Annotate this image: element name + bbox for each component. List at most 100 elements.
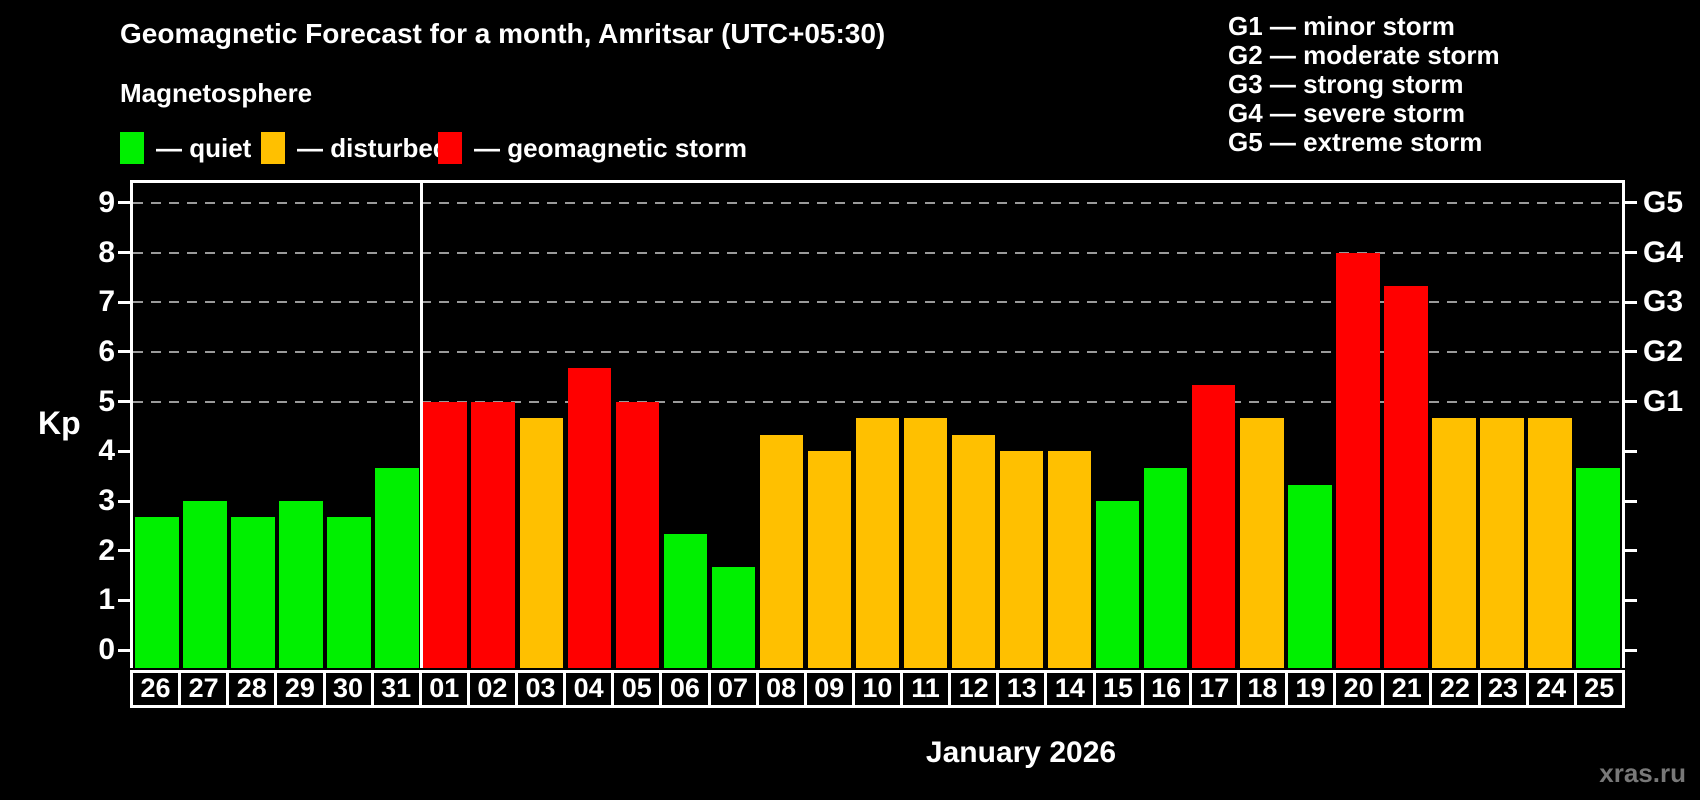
legend-label-disturbed: — disturbed <box>297 132 449 163</box>
kp-bar-day-15 <box>1095 501 1140 668</box>
y-tick-label-2: 2 <box>98 533 115 567</box>
y-tick-label-0: 0 <box>98 633 115 667</box>
kp-bar-day-04 <box>567 368 612 668</box>
kp-bar-day-26 <box>135 517 179 668</box>
storm-scale-g2: G2 — moderate storm <box>1228 40 1500 70</box>
legend-label-storm: — geomagnetic storm <box>474 132 748 163</box>
month-separator-line <box>419 183 423 668</box>
date-cell-05: 05 <box>611 673 659 705</box>
g-level-label-g3: G3 <box>1643 285 1684 319</box>
date-cell-03: 03 <box>515 673 563 705</box>
kp-bar-day-28 <box>231 517 275 668</box>
date-cell-13: 13 <box>996 673 1044 705</box>
kp-bar-day-30 <box>327 517 371 668</box>
y-tick-label-5: 5 <box>98 384 115 418</box>
date-cell-29: 29 <box>274 673 322 705</box>
right-axis-tick-2 <box>1625 549 1637 553</box>
date-cell-18: 18 <box>1236 673 1285 705</box>
kp-bar-day-12 <box>951 434 996 668</box>
g-level-label-g5: G5 <box>1643 185 1684 219</box>
date-cell-09: 09 <box>803 673 852 705</box>
left-axis-tick-4 <box>118 449 130 453</box>
kp-bar-day-02 <box>471 401 515 668</box>
plot-inner <box>133 183 1622 668</box>
left-axis-tick-1 <box>118 598 130 602</box>
y-axis-title-kp: Kp <box>38 405 81 441</box>
kp-bar-day-03 <box>519 418 564 668</box>
right-axis-tick-5 <box>1625 400 1637 404</box>
kp-bar-day-09 <box>807 451 852 668</box>
left-axis-tick-2 <box>118 549 130 553</box>
storm-scale-legend: G1 — minor storm G2 — moderate storm G3 … <box>1228 12 1500 157</box>
right-axis-tick-9 <box>1625 201 1637 205</box>
right-axis-tick-0 <box>1625 648 1637 652</box>
storm-scale-g4: G4 — severe storm <box>1228 98 1466 128</box>
date-cell-19: 19 <box>1285 673 1333 705</box>
legend-item-storm: — geomagnetic storm <box>438 131 747 165</box>
y-tick-label-3: 3 <box>98 484 115 518</box>
date-cell-31: 31 <box>370 673 419 705</box>
disturbed-color-swatch <box>261 132 285 164</box>
date-cell-23: 23 <box>1477 673 1526 705</box>
date-cell-15: 15 <box>1092 673 1141 705</box>
date-cell-01: 01 <box>418 673 467 705</box>
left-axis-tick-5 <box>118 400 130 404</box>
date-cell-04: 04 <box>563 673 611 705</box>
kp-bar-day-23 <box>1480 418 1524 668</box>
legend-item-quiet: — quiet <box>120 131 251 165</box>
date-cell-08: 08 <box>755 673 804 705</box>
y-tick-label-8: 8 <box>98 235 115 269</box>
g-level-label-g1: G1 <box>1643 384 1684 418</box>
grid-line-kp9 <box>133 201 1622 204</box>
date-cell-21: 21 <box>1381 673 1429 705</box>
y-tick-label-1: 1 <box>98 583 115 617</box>
quiet-color-swatch <box>120 132 144 164</box>
kp-bar-day-05 <box>615 401 660 668</box>
kp-bar-day-08 <box>759 434 804 668</box>
date-cell-30: 30 <box>322 673 371 705</box>
date-cell-11: 11 <box>900 673 948 705</box>
magnetosphere-subtitle: Magnetosphere <box>120 78 313 108</box>
y-tick-label-9: 9 <box>98 185 115 219</box>
g-level-label-g2: G2 <box>1643 334 1684 368</box>
legend-item-disturbed: — disturbed <box>261 131 449 165</box>
y-tick-label-4: 4 <box>98 434 115 468</box>
date-cell-16: 16 <box>1140 673 1189 705</box>
left-axis-tick-9 <box>118 201 130 205</box>
kp-bar-day-31 <box>375 467 419 668</box>
date-cell-12: 12 <box>948 673 996 705</box>
kp-bar-day-27 <box>183 501 227 668</box>
kp-bar-day-07 <box>711 567 756 668</box>
kp-bar-day-20 <box>1336 252 1380 668</box>
left-axis-tick-3 <box>118 499 130 503</box>
kp-bar-day-22 <box>1432 418 1476 668</box>
y-tick-label-7: 7 <box>98 285 115 319</box>
kp-bar-day-29 <box>279 501 323 668</box>
kp-bar-day-17 <box>1191 385 1236 668</box>
right-axis-tick-1 <box>1625 598 1637 602</box>
storm-scale-g3: G3 — strong storm <box>1228 69 1464 99</box>
plot-area <box>130 180 1625 668</box>
grid-line-kp7 <box>133 301 1622 304</box>
page-title: Geomagnetic Forecast for a month, Amrits… <box>120 18 886 49</box>
date-cell-17: 17 <box>1188 673 1237 705</box>
kp-bar-day-21 <box>1384 285 1428 668</box>
date-cell-02: 02 <box>466 673 515 705</box>
watermark: xras.ru <box>1599 758 1686 788</box>
date-cell-07: 07 <box>707 673 756 705</box>
kp-bar-day-25 <box>1576 467 1620 668</box>
kp-bar-day-18 <box>1239 418 1284 668</box>
storm-scale-g5: G5 — extreme storm <box>1228 127 1483 157</box>
grid-line-kp8 <box>133 251 1622 254</box>
right-axis-tick-4 <box>1625 449 1637 453</box>
kp-bar-day-10 <box>855 418 900 668</box>
kp-bar-day-16 <box>1143 467 1188 668</box>
kp-bar-day-14 <box>1047 451 1092 668</box>
date-cell-14: 14 <box>1044 673 1092 705</box>
left-axis-tick-7 <box>118 300 130 304</box>
kp-bar-day-01 <box>423 401 467 668</box>
date-cell-20: 20 <box>1333 673 1381 705</box>
kp-bar-day-06 <box>663 534 708 668</box>
grid-line-kp6 <box>133 350 1622 353</box>
